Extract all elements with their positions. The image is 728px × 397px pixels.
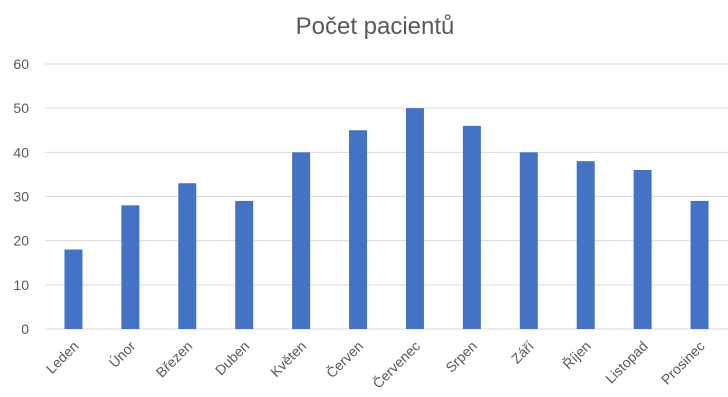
- bar-6: [405, 108, 424, 330]
- bar-4: [292, 152, 311, 329]
- x-category-label: Červenec: [369, 338, 423, 392]
- x-axis-labels: Leden Únor Březen Duben Květen Červen Červenec…: [43, 338, 708, 392]
- x-category-label: Leden: [43, 338, 82, 377]
- gridlines: [45, 63, 728, 330]
- bar-3: [235, 200, 254, 329]
- y-tick-label: 60: [13, 56, 29, 72]
- y-tick-label: 50: [13, 100, 29, 116]
- x-category-label: Duben: [212, 338, 252, 378]
- y-tick-label: 40: [13, 144, 29, 160]
- bar-0: [64, 249, 83, 329]
- bar-2: [178, 183, 197, 329]
- y-axis-ticks: 0 10 20 30 40 50 60: [13, 56, 29, 337]
- x-category-label: Březen: [153, 338, 196, 381]
- bar-7: [462, 125, 481, 329]
- x-category-label: Říjen: [559, 338, 593, 372]
- y-tick-label: 0: [21, 321, 29, 337]
- y-tick-label: 20: [13, 233, 29, 249]
- bar-1: [121, 205, 140, 329]
- bar-5: [349, 130, 368, 329]
- bars: [64, 108, 709, 330]
- x-category-label: Únor: [106, 338, 139, 371]
- x-category-label: Prosinec: [658, 338, 708, 388]
- bar-11: [690, 200, 709, 329]
- bar-9: [576, 161, 595, 329]
- y-tick-label: 30: [13, 189, 29, 205]
- x-category-label: Srpen: [442, 338, 480, 376]
- x-category-label: Červen: [323, 338, 366, 381]
- y-tick-label: 10: [13, 277, 29, 293]
- x-category-label: Září: [508, 338, 537, 367]
- x-category-label: Květen: [267, 338, 309, 380]
- chart-title: Počet pacientů: [296, 13, 455, 40]
- bar-8: [519, 152, 538, 329]
- x-category-label: Listopad: [602, 338, 651, 387]
- bar-10: [633, 170, 652, 329]
